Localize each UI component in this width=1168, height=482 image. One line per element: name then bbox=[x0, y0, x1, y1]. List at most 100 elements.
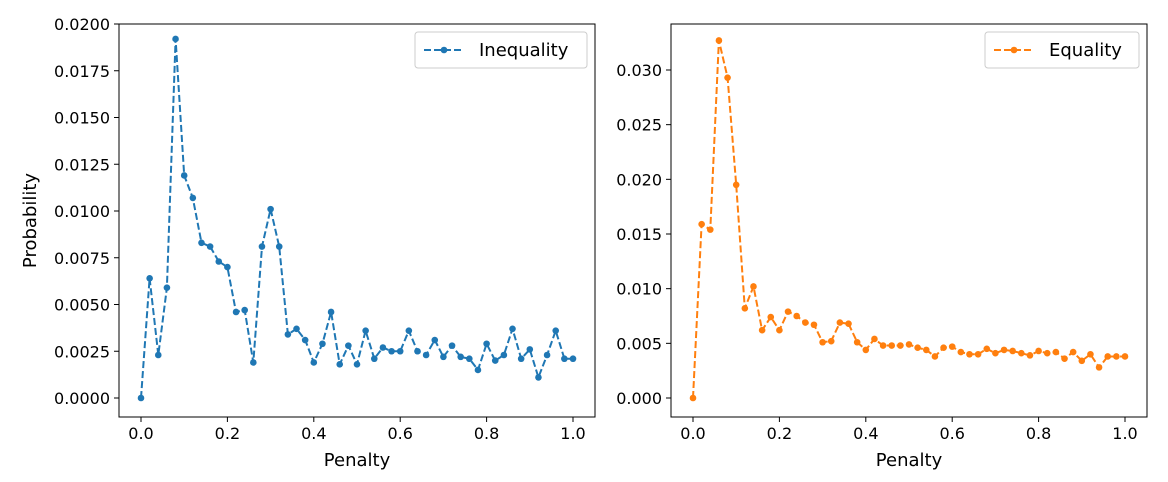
data-point bbox=[914, 344, 921, 352]
data-point bbox=[983, 345, 991, 353]
data-point bbox=[879, 342, 887, 349]
data-point bbox=[1009, 347, 1016, 355]
y-tick-label: 0.025 bbox=[616, 116, 662, 135]
data-point bbox=[957, 348, 965, 356]
data-point bbox=[440, 353, 447, 361]
data-point bbox=[224, 263, 231, 271]
data-point bbox=[293, 325, 300, 333]
y-tick-label: 0.005 bbox=[616, 334, 662, 353]
y-tick-label: 0.015 bbox=[616, 225, 662, 244]
y-axis-label: Probability bbox=[20, 173, 41, 268]
data-point bbox=[206, 243, 214, 250]
y-tick-label: 0.0025 bbox=[54, 342, 110, 361]
data-point bbox=[871, 335, 878, 343]
y-tick-label: 0.0075 bbox=[54, 249, 110, 268]
data-point bbox=[543, 351, 551, 359]
x-tick-label: 1.0 bbox=[1112, 424, 1137, 443]
x-tick-label: 1.0 bbox=[560, 424, 585, 443]
data-point bbox=[250, 359, 257, 366]
series-line bbox=[140, 38, 573, 399]
axes-frame bbox=[670, 23, 1148, 418]
data-point bbox=[793, 312, 800, 320]
data-point bbox=[388, 347, 395, 355]
y-tick-label: 0.0000 bbox=[54, 389, 110, 408]
data-point bbox=[1000, 346, 1008, 354]
x-tick-label: 0.2 bbox=[767, 424, 792, 443]
data-point bbox=[948, 343, 956, 350]
data-point bbox=[888, 342, 896, 349]
data-point bbox=[810, 321, 818, 329]
data-point bbox=[353, 361, 361, 368]
data-point bbox=[1061, 355, 1068, 362]
y-tick-label: 0.0050 bbox=[54, 296, 110, 315]
x-tick-label: 0.4 bbox=[853, 424, 878, 443]
data-point bbox=[379, 344, 387, 351]
data-point bbox=[146, 275, 153, 282]
data-point bbox=[163, 284, 171, 291]
data-point bbox=[267, 205, 274, 213]
data-point bbox=[827, 337, 835, 345]
data-point bbox=[509, 325, 516, 333]
legend-marker-icon bbox=[440, 46, 448, 54]
data-point bbox=[853, 338, 861, 346]
y-tick-label: 0.0125 bbox=[54, 155, 110, 174]
data-point bbox=[370, 355, 378, 363]
data-point bbox=[284, 331, 292, 338]
data-point bbox=[689, 394, 697, 402]
data-point bbox=[862, 346, 870, 354]
data-point bbox=[715, 37, 723, 44]
data-point bbox=[992, 349, 999, 357]
y-tick-label: 0.020 bbox=[616, 170, 662, 189]
data-point bbox=[189, 194, 197, 202]
data-point bbox=[414, 347, 421, 355]
data-point bbox=[500, 351, 508, 359]
legend-label: Inequality bbox=[479, 40, 569, 61]
x-tick-label: 0.0 bbox=[128, 424, 153, 443]
legend-label: Equality bbox=[1049, 40, 1122, 61]
y-tick-label: 0.0150 bbox=[54, 109, 110, 128]
data-point bbox=[232, 308, 240, 316]
y-tick-label: 0.000 bbox=[616, 389, 662, 408]
data-point bbox=[724, 74, 731, 81]
data-point bbox=[569, 355, 577, 363]
x-tick-label: 0.0 bbox=[680, 424, 705, 443]
data-point bbox=[466, 355, 473, 363]
data-point bbox=[922, 346, 930, 354]
data-point bbox=[137, 394, 145, 402]
data-point bbox=[327, 308, 335, 316]
data-point bbox=[1043, 349, 1051, 357]
data-point bbox=[474, 366, 482, 374]
data-point bbox=[241, 306, 248, 314]
legend-box bbox=[414, 31, 588, 69]
data-point bbox=[1095, 364, 1103, 371]
data-point bbox=[1052, 348, 1060, 356]
data-point bbox=[448, 342, 456, 349]
data-point bbox=[1018, 349, 1025, 357]
inequality-chart: 0.0 0.2 0.4 0.6 0.8 1.0 0.0000 0.0025 0.0050 0.00… bbox=[20, 15, 596, 471]
data-point bbox=[750, 283, 757, 290]
data-point bbox=[758, 326, 766, 334]
data-point bbox=[732, 181, 740, 189]
data-point bbox=[258, 243, 266, 250]
data-point bbox=[172, 35, 179, 43]
y-tick-label: 0.010 bbox=[616, 280, 662, 299]
data-point bbox=[1113, 353, 1120, 360]
legend: Inequality bbox=[414, 31, 588, 69]
data-point bbox=[431, 336, 439, 344]
data-point bbox=[362, 327, 369, 334]
data-point bbox=[319, 340, 326, 348]
data-point bbox=[405, 327, 413, 334]
data-point bbox=[931, 353, 939, 360]
axes-frame bbox=[118, 23, 596, 418]
y-tick-label: 0.0100 bbox=[54, 202, 110, 221]
data-point bbox=[422, 351, 430, 359]
x-tick-label: 0.6 bbox=[387, 424, 412, 443]
equality-chart: 0.0 0.2 0.4 0.6 0.8 1.0 0.000 0.005 0.010 0.015 0.… bbox=[616, 23, 1148, 471]
data-point bbox=[301, 336, 309, 344]
data-point bbox=[836, 319, 844, 326]
data-point bbox=[1078, 357, 1086, 365]
data-point bbox=[396, 347, 404, 355]
data-point bbox=[336, 361, 344, 368]
data-point bbox=[802, 319, 809, 326]
